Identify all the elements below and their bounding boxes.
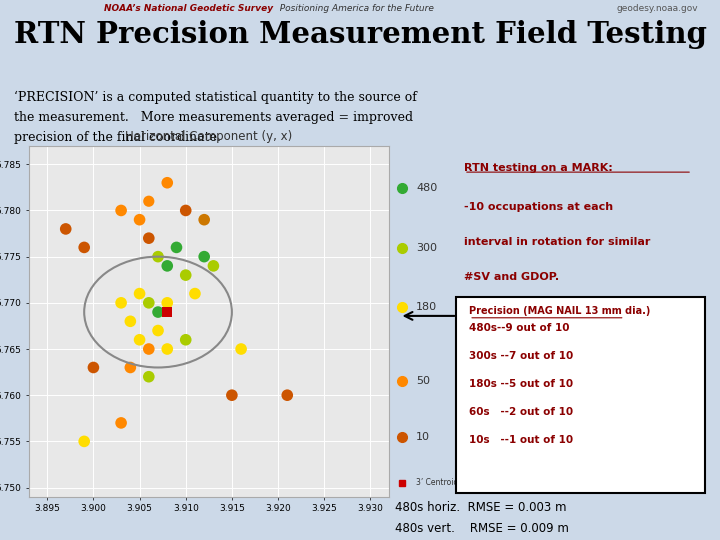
Point — [161, 178, 173, 187]
Point — [143, 373, 155, 381]
Point — [78, 243, 90, 252]
Text: #SV and GDOP.: #SV and GDOP. — [464, 272, 559, 282]
FancyBboxPatch shape — [456, 296, 705, 494]
Point — [88, 363, 99, 372]
Point — [60, 225, 71, 233]
Text: interval in rotation for similar: interval in rotation for similar — [464, 237, 650, 247]
Point — [125, 317, 136, 326]
Text: 50: 50 — [416, 376, 430, 386]
Point — [171, 243, 182, 252]
Point — [115, 206, 127, 215]
Point — [134, 215, 145, 224]
Text: geodesy.noaa.gov: geodesy.noaa.gov — [617, 4, 698, 13]
Point — [115, 418, 127, 427]
Title: Horizontal Component (y, x): Horizontal Component (y, x) — [125, 130, 292, 143]
Point — [199, 252, 210, 261]
Text: RTN testing on a MARK:: RTN testing on a MARK: — [464, 163, 613, 173]
Point — [134, 335, 145, 344]
Point — [143, 197, 155, 206]
Point — [143, 234, 155, 242]
Point — [143, 345, 155, 353]
Point — [152, 308, 163, 316]
Text: 480s vert.    RMSE = 0.009 m: 480s vert. RMSE = 0.009 m — [395, 522, 569, 535]
Point — [161, 261, 173, 270]
Point — [199, 215, 210, 224]
Point — [180, 271, 192, 279]
Text: Positioning America for the Future: Positioning America for the Future — [274, 4, 433, 13]
Point — [143, 299, 155, 307]
Text: RTN Precision Measurement Field Testing: RTN Precision Measurement Field Testing — [14, 20, 707, 49]
Point — [180, 335, 192, 344]
Point — [134, 289, 145, 298]
Point — [152, 252, 163, 261]
Text: the measurement.   More measurements averaged = improved: the measurement. More measurements avera… — [14, 111, 413, 124]
Point — [115, 299, 127, 307]
Point — [282, 391, 293, 400]
Point — [152, 326, 163, 335]
Text: 10s   --1 out of 10: 10s --1 out of 10 — [469, 435, 573, 445]
Text: 300: 300 — [416, 242, 437, 253]
Point — [161, 308, 173, 316]
Text: 3’ Centroid: 3’ Centroid — [416, 478, 459, 487]
Text: 480: 480 — [416, 183, 437, 193]
Text: 480s--9 out of 10: 480s--9 out of 10 — [469, 323, 570, 333]
Text: 60s   --2 out of 10: 60s --2 out of 10 — [469, 407, 573, 417]
Point — [78, 437, 90, 445]
Text: 480s horiz.  RMSE = 0.003 m: 480s horiz. RMSE = 0.003 m — [395, 501, 567, 514]
Text: 300s --7 out of 10: 300s --7 out of 10 — [469, 351, 573, 361]
Text: Precision (MAG NAIL 13 mm dia.): Precision (MAG NAIL 13 mm dia.) — [469, 306, 651, 315]
Point — [207, 261, 219, 270]
Point — [180, 206, 192, 215]
Text: 180: 180 — [416, 302, 437, 312]
Point — [125, 363, 136, 372]
Point — [226, 391, 238, 400]
Text: -10 occupations at each: -10 occupations at each — [464, 202, 613, 212]
Point — [189, 289, 201, 298]
Text: NOAA’s National Geodetic Survey: NOAA’s National Geodetic Survey — [104, 4, 274, 13]
Point — [161, 345, 173, 353]
Text: ‘PRECISION’ is a computed statistical quantity to the source of: ‘PRECISION’ is a computed statistical qu… — [14, 90, 418, 104]
Text: 10: 10 — [416, 432, 430, 442]
Point — [161, 299, 173, 307]
Point — [235, 345, 247, 353]
Text: precision of the final coordinate.: precision of the final coordinate. — [14, 131, 221, 144]
Text: 180s --5 out of 10: 180s --5 out of 10 — [469, 379, 573, 389]
